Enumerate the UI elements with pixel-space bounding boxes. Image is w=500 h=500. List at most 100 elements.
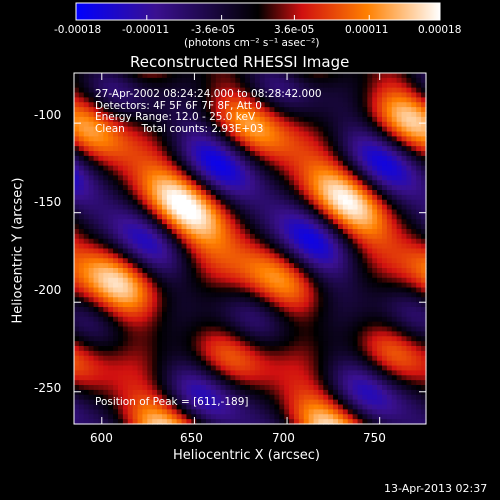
heatmap-cell: [78, 82, 85, 89]
heatmap-cell: [147, 404, 153, 410]
heatmap-cell: [122, 375, 129, 381]
heatmap-cell: [191, 219, 197, 225]
heatmap-cell: [74, 102, 80, 108]
heatmap-cell: [396, 355, 403, 362]
heatmap-cell: [157, 185, 163, 191]
heatmap-cell: [264, 175, 271, 181]
heatmap-cell: [342, 112, 349, 118]
heatmap-cell: [303, 141, 310, 147]
heatmap-cell: [303, 204, 310, 211]
heatmap-cell: [386, 404, 393, 410]
heatmap-cell: [318, 112, 324, 118]
heatmap-cell: [191, 404, 197, 410]
heatmap-cell: [250, 404, 256, 410]
heatmap-cell: [157, 311, 163, 318]
heatmap-cell: [186, 87, 192, 94]
heatmap-cell: [406, 263, 412, 269]
heatmap-cell: [137, 258, 144, 264]
heatmap-cell: [328, 165, 334, 172]
heatmap-cell: [137, 414, 144, 420]
heatmap-cell: [279, 307, 285, 313]
heatmap-cell: [254, 307, 261, 313]
heatmap-cell: [274, 131, 280, 137]
heatmap-cell: [352, 151, 359, 157]
heatmap-cell: [294, 175, 300, 181]
heatmap-cell: [215, 238, 222, 245]
heatmap-cell: [118, 121, 124, 128]
heatmap-cell: [352, 287, 359, 293]
heatmap-cell: [313, 136, 320, 142]
heatmap-cell: [269, 151, 276, 157]
heatmap-cell: [98, 73, 104, 79]
heatmap-cell: [162, 360, 168, 367]
heatmap-cell: [386, 350, 393, 357]
heatmap-cell: [347, 326, 354, 332]
heatmap-cell: [108, 233, 114, 240]
heatmap-cell: [103, 116, 109, 123]
heatmap-cell: [303, 365, 310, 371]
heatmap-cell: [294, 311, 300, 318]
heatmap-cell: [162, 394, 168, 401]
heatmap-cell: [323, 82, 329, 89]
heatmap-cell: [191, 307, 197, 313]
heatmap-cell: [220, 190, 227, 196]
heatmap-cell: [259, 204, 266, 211]
heatmap-cell: [362, 204, 368, 211]
heatmap-cell: [391, 229, 398, 235]
heatmap-cell: [391, 380, 398, 386]
heatmap-cell: [191, 385, 197, 391]
heatmap-cell: [127, 199, 134, 206]
heatmap-cell: [274, 175, 280, 181]
heatmap-cell: [122, 389, 129, 396]
heatmap-cell: [191, 199, 197, 206]
heatmap-cell: [377, 414, 383, 420]
heatmap-cell: [93, 229, 100, 235]
heatmap-cell: [206, 107, 212, 113]
heatmap-cell: [333, 146, 339, 152]
heatmap-cell: [142, 112, 148, 118]
heatmap-cell: [166, 151, 173, 157]
heatmap-cell: [264, 419, 271, 425]
heatmap-cell: [181, 146, 188, 152]
heatmap-cell: [328, 316, 334, 323]
heatmap-cell: [328, 194, 334, 201]
heatmap-cell: [308, 102, 315, 108]
heatmap-cell: [240, 190, 246, 196]
heatmap-cell: [103, 180, 109, 186]
heatmap-cell: [377, 102, 383, 108]
heatmap-cell: [166, 121, 173, 128]
heatmap-cell: [220, 272, 227, 279]
heatmap-cell: [78, 365, 85, 371]
heatmap-cell: [137, 102, 144, 108]
heatmap-cell: [196, 102, 202, 108]
heatmap-cell: [191, 190, 197, 196]
heatmap-cell: [122, 151, 129, 157]
heatmap-cell: [83, 419, 90, 425]
heatmap-cell: [196, 258, 202, 264]
heatmap-cell: [391, 224, 398, 230]
heatmap-cell: [83, 151, 90, 157]
heatmap-cell: [196, 414, 202, 420]
heatmap-cell: [176, 160, 183, 167]
heatmap-cell: [328, 131, 334, 137]
heatmap-cell: [113, 399, 119, 406]
heatmap-cell: [113, 341, 119, 347]
heatmap-cell: [382, 214, 388, 220]
heatmap-cell: [294, 331, 300, 337]
heatmap-cell: [382, 131, 388, 137]
heatmap-cell: [245, 394, 251, 401]
heatmap-cell: [103, 336, 109, 342]
heatmap-cell: [406, 126, 412, 133]
heatmap-cell: [181, 185, 188, 191]
heatmap-cell: [181, 214, 188, 220]
heatmap-cell: [254, 77, 261, 84]
heatmap-cell: [318, 268, 324, 274]
heatmap-cell: [259, 233, 266, 240]
heatmap-cell: [201, 268, 207, 274]
heatmap-cell: [74, 272, 80, 279]
heatmap-cell: [210, 165, 217, 172]
heatmap-cell: [259, 287, 266, 293]
heatmap-cell: [308, 380, 315, 386]
heatmap-cell: [98, 243, 104, 250]
heatmap-cell: [377, 151, 383, 157]
